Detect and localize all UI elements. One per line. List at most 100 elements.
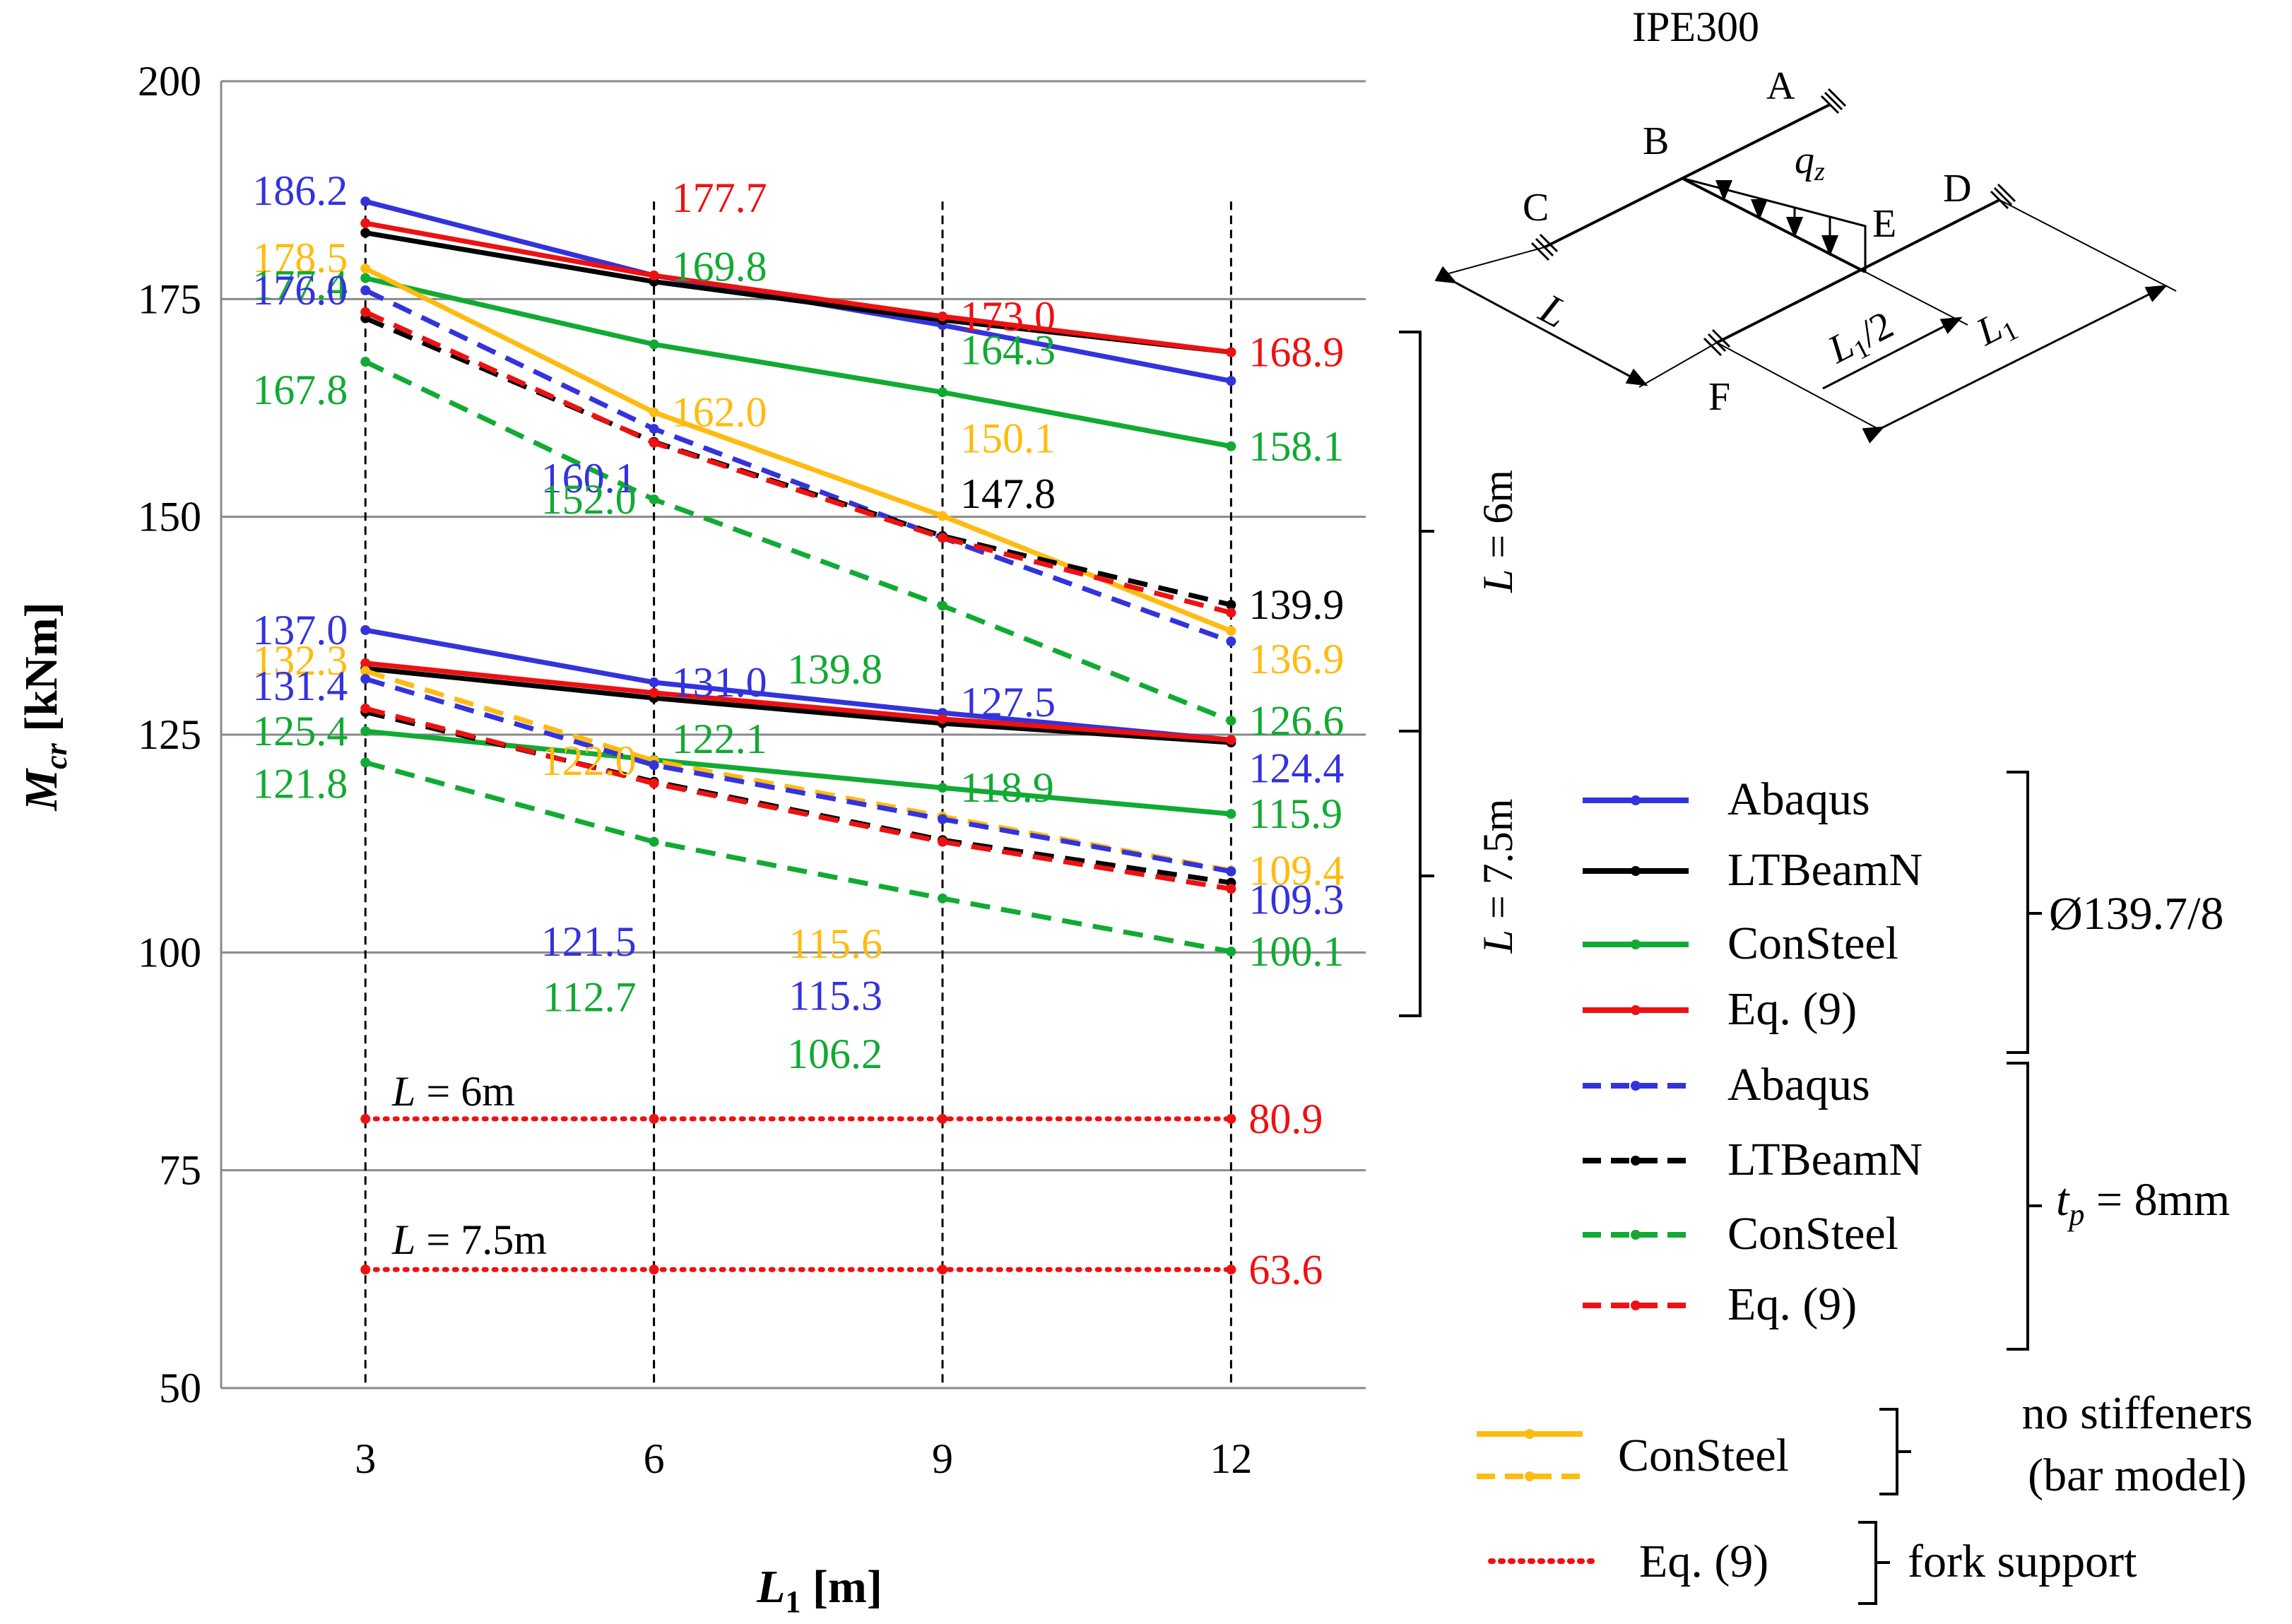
series-3-point-1 — [649, 271, 659, 281]
series-7-point-0 — [360, 357, 371, 367]
legend-label-ltbeamn-solid: LTBeamN — [1727, 844, 1922, 896]
series-19-point-0 — [360, 1264, 371, 1275]
series-line-13 — [365, 668, 1232, 873]
legend-label-consteel-bar: ConSteel — [1618, 1430, 1789, 1481]
series-7-point-1 — [649, 494, 659, 504]
series-16-point-1 — [649, 836, 659, 847]
beam-ac — [1544, 103, 1831, 249]
series-line-3 — [365, 220, 1231, 355]
series-line-9 — [365, 627, 1231, 742]
series-0-point-3 — [1226, 376, 1236, 386]
series-11-point-2 — [938, 783, 948, 793]
data-label-37: 109.4 — [1248, 847, 1344, 894]
data-label-31: 158.1 — [1248, 423, 1344, 470]
series-7-point-2 — [938, 600, 948, 611]
series-17-point-2 — [938, 836, 948, 847]
legend-note-fork-support: fork support — [1908, 1536, 2137, 1587]
legend-note-bar-model: (bar model) — [2028, 1450, 2247, 1501]
series-line-0 — [365, 198, 1232, 384]
series-2-point-3 — [1226, 441, 1236, 451]
series-19-point-2 — [938, 1264, 948, 1275]
data-label-9: 121.8 — [252, 760, 348, 807]
data-label-35: 124.4 — [1248, 745, 1344, 791]
legend-label-abaqus-solid: Abaqus — [1727, 774, 1870, 825]
series-12-point-0 — [360, 658, 371, 668]
data-label-40: 80.9 — [1248, 1096, 1323, 1142]
x-tick-label-3: 3 — [355, 1435, 376, 1482]
series-8-point-2 — [938, 533, 948, 543]
data-label-13: 160.1 — [541, 455, 637, 502]
legend-marker-consteel-bar-solid — [1525, 1429, 1535, 1439]
series-2-point-2 — [938, 387, 948, 398]
load-triangle — [1681, 177, 1867, 272]
data-label-16: 122.1 — [672, 716, 767, 762]
series-18-point-2 — [938, 1113, 948, 1124]
legend-brace-consteel-bar — [1879, 1408, 1911, 1495]
data-label-28: 115.3 — [788, 973, 882, 1019]
series-4-point-2 — [938, 511, 948, 521]
support-d — [1990, 183, 2016, 210]
series-lines — [360, 196, 1236, 1275]
series-4-point-0 — [360, 263, 371, 274]
x-tick-label-6: 6 — [644, 1435, 665, 1482]
series-line-14 — [365, 676, 1232, 875]
y-tick-label-125: 125 — [138, 711, 201, 758]
data-label-12: 162.0 — [672, 389, 767, 436]
series-3-point-0 — [360, 218, 371, 229]
series-11-point-3 — [1226, 809, 1236, 819]
legend-marker-ltbeamn-dashed — [1631, 1156, 1641, 1166]
data-label-20: 173.0 — [960, 293, 1056, 340]
data-label-0: 186.2 — [252, 167, 348, 214]
series-8-point-1 — [649, 437, 659, 448]
series-12-point-1 — [649, 687, 659, 698]
series-4-point-1 — [649, 407, 659, 417]
legend-note-no-stiffeners: no stiffeners — [2022, 1387, 2253, 1439]
series-19-point-1 — [649, 1264, 659, 1275]
data-label-30: 168.9 — [1248, 329, 1344, 376]
data-label-11: 169.8 — [672, 243, 767, 290]
data-label-17: 122.0 — [541, 737, 637, 784]
data-label-6: 132.3 — [252, 637, 348, 684]
data-label-7: 131.4 — [252, 663, 348, 709]
data-label-4: 167.8 — [252, 367, 348, 413]
series-16-point-2 — [938, 893, 948, 903]
dim-line-l — [1434, 266, 1648, 386]
dim-ext-c — [1441, 247, 1545, 276]
series-5-point-3 — [1226, 636, 1236, 647]
bracket-label-l-7-5m: L = 7.5m — [1475, 799, 1521, 954]
annotation-fork-7-5m: L = 7.5m — [391, 1216, 547, 1263]
y-tick-label-150: 150 — [138, 494, 201, 540]
data-label-5: 137.0 — [252, 607, 348, 653]
legend: Abaqus LTBeamN ConSteel Eq. (9) Ø139.7/8… — [1477, 771, 2253, 1605]
series-5-point-0 — [360, 285, 371, 295]
series-8-point-3 — [1226, 607, 1236, 618]
data-label-38: 109.3 — [1248, 877, 1344, 923]
series-14-point-2 — [938, 814, 948, 824]
series-11-point-0 — [360, 726, 371, 737]
x-tick-label-12: 12 — [1210, 1435, 1252, 1482]
series-line-17 — [365, 706, 1231, 891]
data-label-24: 139.8 — [787, 646, 882, 692]
series-line-7 — [364, 359, 1232, 723]
legend-brace-dashed — [2007, 1062, 2042, 1351]
data-label-29: 106.2 — [787, 1031, 882, 1077]
series-line-11 — [365, 728, 1231, 817]
series-13-point-0 — [360, 665, 371, 676]
bracket-l-6m — [1399, 331, 1434, 733]
x-tick-label-9: 9 — [932, 1435, 953, 1482]
data-label-21: 164.3 — [960, 326, 1056, 373]
data-label-1: 178.5 — [252, 235, 348, 281]
y-tick-label-50: 50 — [159, 1365, 201, 1411]
beam-diagram: IPE300 A B C D E F qz — [1434, 4, 2177, 444]
dim-label-l1-half: L1/2 — [1821, 303, 1902, 377]
point-d-label: D — [1943, 167, 1971, 211]
legend-marker-consteel-solid — [1631, 940, 1641, 949]
series-line-16 — [365, 760, 1232, 954]
legend-marker-abaqus-dashed — [1631, 1081, 1641, 1091]
load-label: qz — [1795, 138, 1825, 186]
series-17-point-3 — [1226, 884, 1236, 894]
legend-label-ltbeamn-dashed: LTBeamN — [1727, 1134, 1922, 1185]
series-line-5 — [364, 288, 1232, 644]
